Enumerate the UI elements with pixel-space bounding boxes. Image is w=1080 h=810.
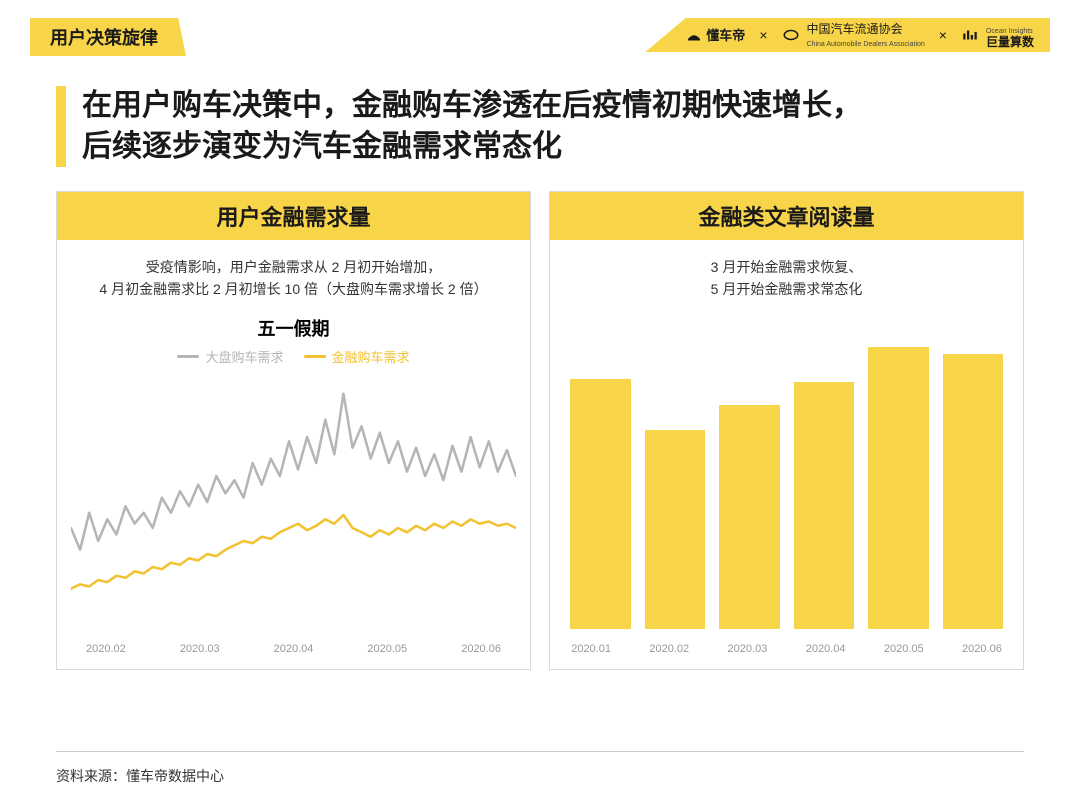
data-source: 资料来源：懂车帝数据中心 [56,768,224,784]
chart-title: 五一假期 [57,315,530,341]
legend-item: 金融购车需求 [304,347,410,366]
panel-finance-demand: 用户金融需求量 受疫情影响，用户金融需求从 2 月初开始增加， 4 月初金融需求… [56,191,531,670]
panel-subtitle: 受疫情影响，用户金融需求从 2 月初开始增加， 4 月初金融需求比 2 月初增长… [57,240,530,309]
bar [719,405,780,629]
oceaninsights-logo: Ocean Insights 巨量算数 [961,22,1034,48]
panel-title: 用户金融需求量 [57,192,530,240]
bar [943,354,1004,629]
dongchedi-logo: 懂车帝 [685,25,745,46]
breadcrumb-tag: 用户决策旋律 [30,18,186,56]
logo-strip: 懂车帝 × 中国汽车流通协会 China Automobile Dealers … [645,18,1050,52]
cada-logo: 中国汽车流通协会 China Automobile Dealers Associ… [782,22,925,48]
panel-article-reads: 金融类文章阅读量 3 月开始金融需求恢复、 5 月开始金融需求常态化 2020.… [549,191,1024,670]
page-title: 在用户购车决策中，金融购车渗透在后疫情初期快速增长， 后续逐步演变为汽车金融需求… [56,86,1024,167]
bar [868,347,929,629]
line-chart [71,372,516,637]
separator-icon: × [935,27,951,43]
panel-title: 金融类文章阅读量 [550,192,1023,240]
chart-legend: 大盘购车需求 金融购车需求 [57,347,530,366]
x-axis-labels: 2020.012020.022020.032020.042020.052020.… [550,637,1023,655]
legend-item: 大盘购车需求 [177,347,283,366]
x-axis-labels: 2020.022020.032020.042020.052020.06 [57,637,530,655]
bar [794,382,855,628]
bar-chart [564,309,1009,637]
bar [570,379,631,629]
panel-subtitle: 3 月开始金融需求恢复、 5 月开始金融需求常态化 [550,240,1023,309]
separator-icon: × [755,27,771,43]
bar [645,430,706,628]
footer: 资料来源：懂车帝数据中心 [56,751,1024,786]
